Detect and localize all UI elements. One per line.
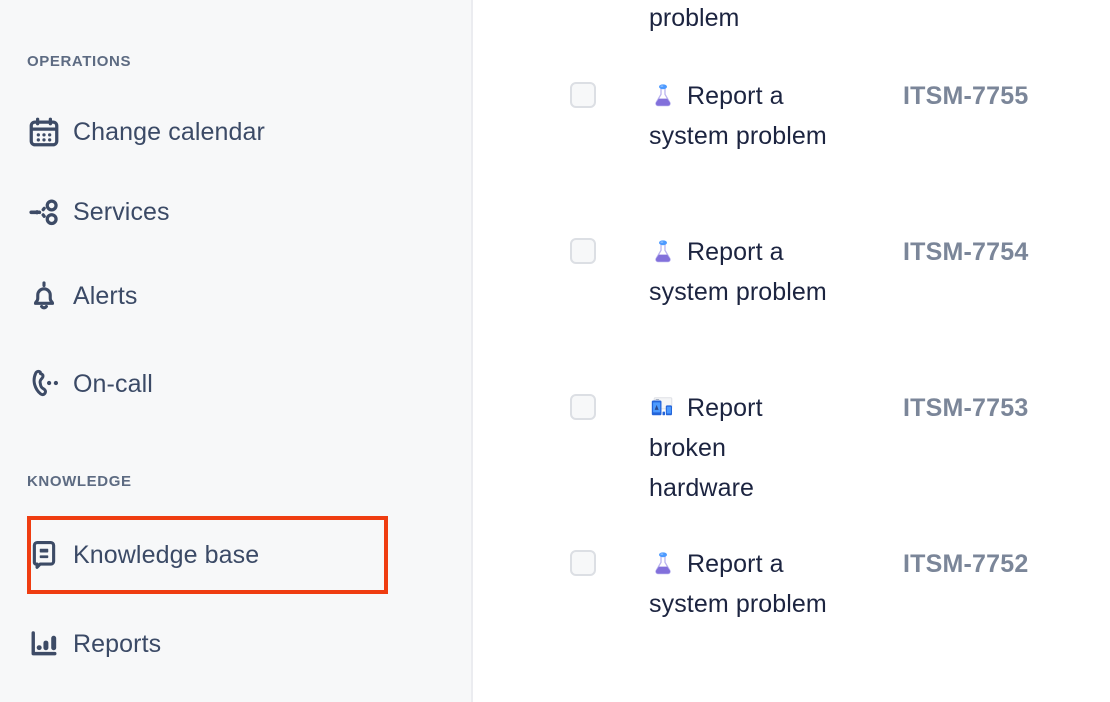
flask-icon [649,238,677,266]
services-topology-icon [27,195,73,229]
sidebar-item-services[interactable]: Services [27,186,387,238]
flask-icon [649,82,677,110]
issue-summary-text: Report a system problem [649,82,827,150]
book-icon [27,538,73,572]
sidebar-item-label: On-call [73,370,153,398]
row-checkbox[interactable] [570,394,596,420]
bar-chart-icon [27,627,73,661]
issue-summary-text: Report broken hardware [649,394,763,502]
row-checkbox[interactable] [570,550,596,576]
row-checkbox[interactable] [570,82,596,108]
calendar-icon [27,115,73,149]
issue-key[interactable]: ITSM-7754 [903,238,1029,266]
issue-summary-text: Report a system problem [649,550,827,618]
sidebar-section-header-operations: OPERATIONS [27,53,132,70]
sidebar-item-label: Reports [73,630,162,658]
issue-summary[interactable]: Report broken hardware [649,388,829,508]
sidebar: OPERATIONS Change calendar [0,0,473,702]
sidebar-item-alerts[interactable]: Alerts [27,270,387,322]
flask-icon [649,550,677,578]
phone-icon [27,367,73,401]
issue-list-panel: problem Report a system problem ITSM-775… [473,0,1110,702]
issue-summary[interactable]: Report a system problem [649,544,829,624]
sidebar-item-change-calendar[interactable]: Change calendar [27,106,387,158]
issue-key[interactable]: ITSM-7752 [903,550,1029,578]
bell-icon [27,279,73,313]
sidebar-item-knowledge-base[interactable]: Knowledge base [27,529,387,581]
sidebar-item-label: Services [73,198,170,226]
issue-summary[interactable]: Report a system problem [649,76,829,156]
sidebar-section-header-knowledge: KNOWLEDGE [27,473,132,490]
issue-key[interactable]: ITSM-7755 [903,82,1029,110]
sidebar-item-reports[interactable]: Reports [27,618,387,670]
sidebar-item-label: Change calendar [73,118,265,146]
issue-summary[interactable]: Report a system problem [649,232,829,312]
partial-issue-summary-line: problem [649,4,740,32]
issue-key[interactable]: ITSM-7753 [903,394,1029,422]
sidebar-item-label: Alerts [73,282,138,310]
sidebar-item-on-call[interactable]: On-call [27,358,387,410]
row-checkbox[interactable] [570,238,596,264]
sidebar-item-label: Knowledge base [73,541,260,569]
devices-icon [649,394,677,422]
issue-summary-text: Report a system problem [649,238,827,306]
